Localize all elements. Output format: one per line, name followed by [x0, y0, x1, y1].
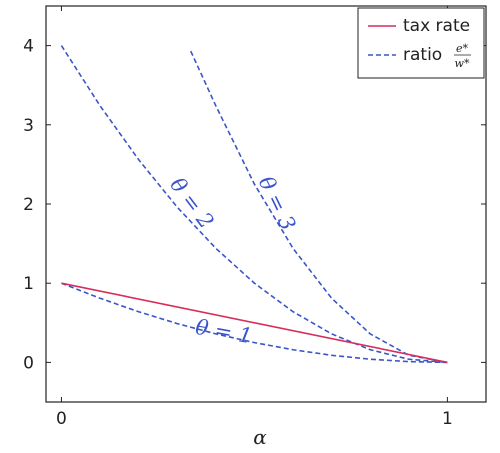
legend-ratio-denominator: w*: [455, 57, 470, 70]
y-tick-label: 2: [23, 195, 34, 215]
x-tick-label: 0: [56, 409, 67, 429]
legend-ratio-label: ratio: [403, 45, 442, 65]
y-tick-label: 4: [23, 37, 34, 57]
series-layer: [60, 45, 448, 364]
series-line-0: [61, 282, 448, 364]
curve-annotation: θ = 1: [194, 315, 254, 349]
legend-ratio-numerator: e*: [456, 42, 469, 55]
y-tick-label: 1: [23, 274, 34, 294]
legend-tax-label: tax rate: [403, 16, 470, 36]
x-tick-label: 1: [442, 409, 453, 429]
legend: tax rate ratio e* w*: [357, 7, 485, 79]
legend-box: [357, 7, 485, 79]
x-axis-label: α: [253, 425, 267, 449]
series-line-2: [60, 45, 448, 364]
series-line-3: [190, 50, 448, 364]
y-tick-label: 3: [23, 116, 34, 136]
series-line-1: [61, 282, 448, 364]
y-tick-label: 0: [23, 353, 34, 373]
curve-annotation: θ = 3: [254, 172, 301, 234]
